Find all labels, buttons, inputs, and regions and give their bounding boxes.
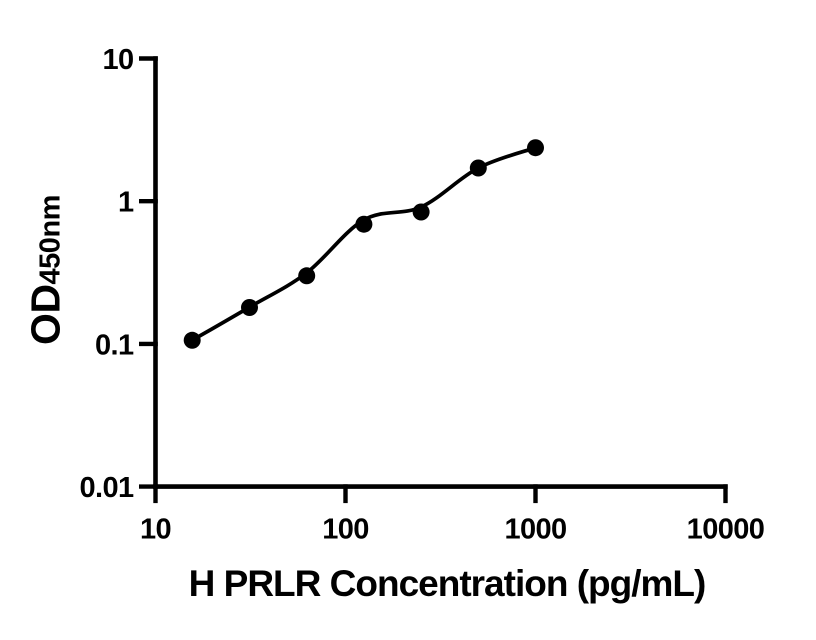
y-tick-label: 1	[118, 187, 134, 219]
y-tick-label: 10	[102, 44, 133, 76]
y-axis-title: OD450nm	[22, 195, 69, 345]
data-point	[527, 139, 544, 157]
x-axis-title: H PRLR Concentration (pg/mL)	[188, 563, 707, 604]
data-point	[298, 267, 316, 285]
data-point	[412, 203, 430, 221]
x-tick-label: 100	[322, 514, 369, 546]
x-tick-label: 10	[140, 514, 171, 546]
y-tick-label: 0.1	[95, 329, 134, 361]
data-point	[183, 331, 201, 349]
data-point	[355, 215, 373, 233]
x-tick-label: 10000	[687, 514, 765, 546]
data-point	[469, 159, 487, 177]
x-tick-label: 1000	[504, 514, 566, 546]
y-axis-title-subscript: 450nm	[34, 195, 67, 285]
y-axis-title-main: OD	[22, 284, 69, 345]
data-point	[241, 299, 258, 316]
y-tick-label: 0.01	[79, 472, 134, 504]
